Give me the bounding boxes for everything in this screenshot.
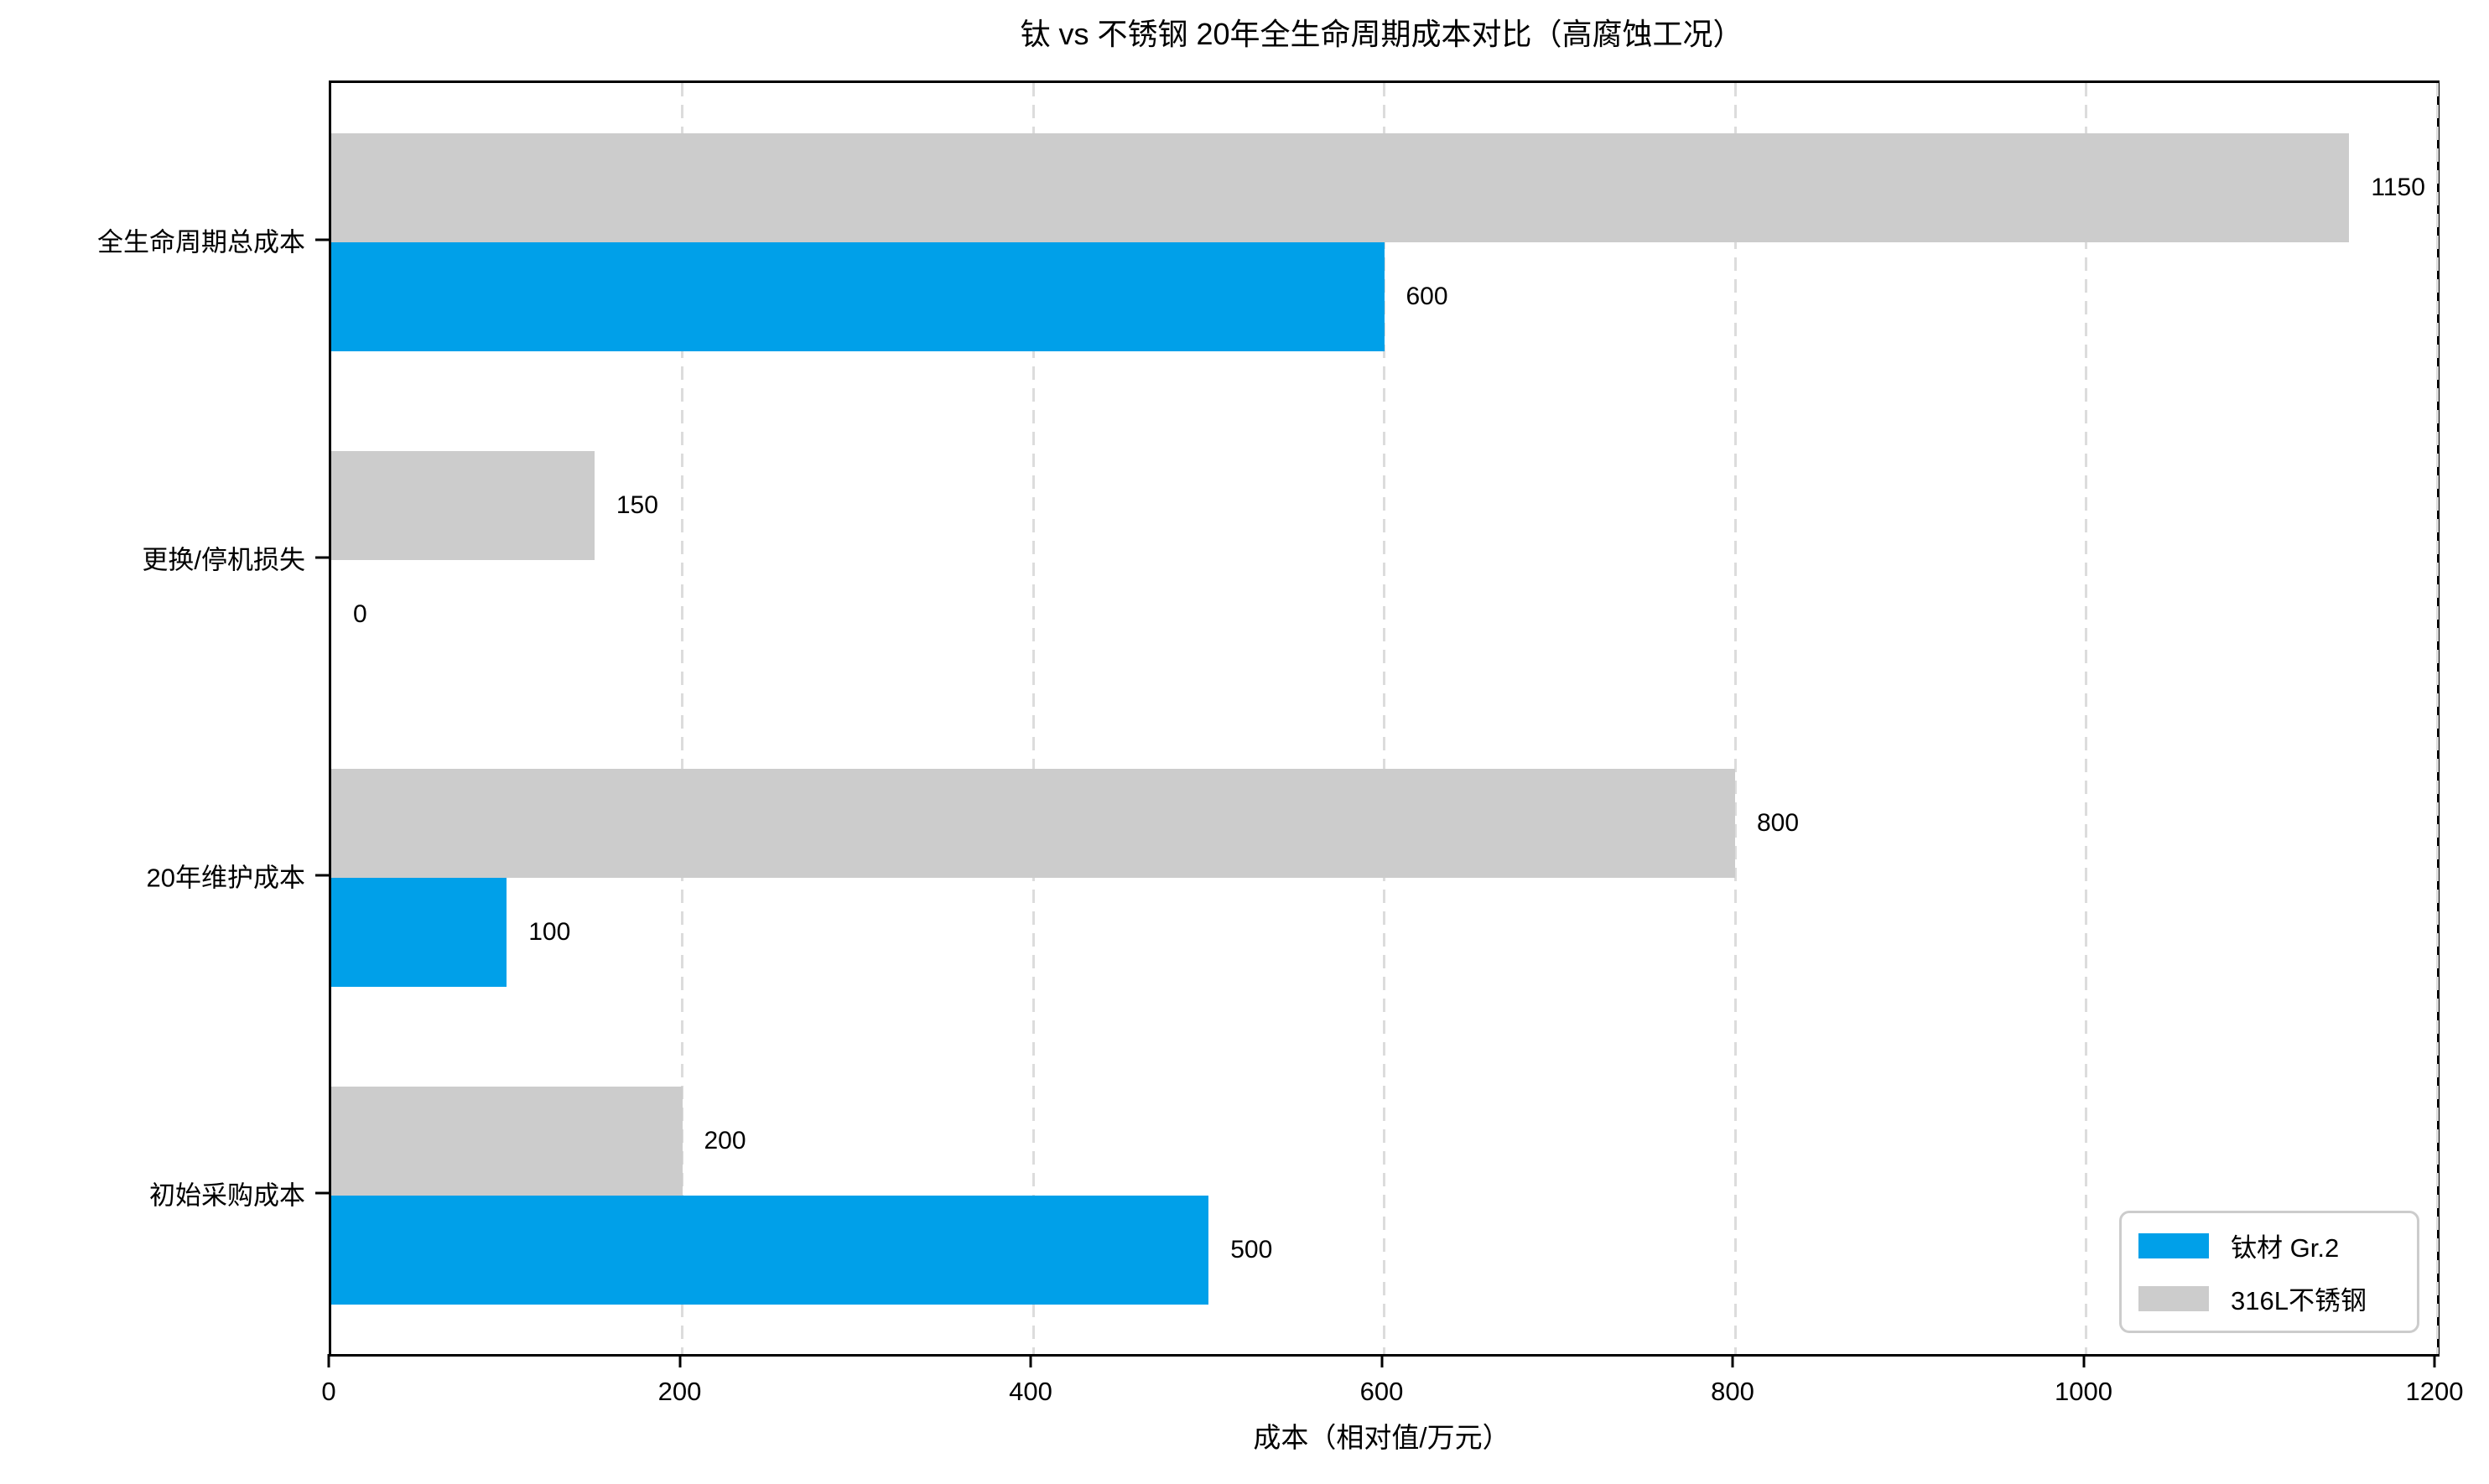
legend-item-steel: 316L不锈钢 <box>2138 1279 2400 1317</box>
bar-钛材 Gr.2-全生命周期总成本 <box>331 241 1385 351</box>
value-label-316L不锈钢-更换/停机损失: 150 <box>616 490 658 519</box>
x-tick-label-200: 200 <box>657 1377 702 1406</box>
x-tick-label-800: 800 <box>1711 1377 1754 1406</box>
value-label-316L不锈钢-20年维护成本: 800 <box>1757 808 1800 837</box>
gridline-x-600 <box>1383 83 1385 1354</box>
y-tick-label-20年维护成本: 20年维护成本 <box>146 863 305 892</box>
x-axis-title: 成本（相对值/万元） <box>1253 1422 1510 1453</box>
x-tick-label-1200: 1200 <box>2405 1377 2464 1406</box>
legend: 钛材 Gr.2 316L不锈钢 <box>2119 1211 2419 1333</box>
value-label-316L不锈钢-全生命周期总成本: 1150 <box>2371 173 2425 201</box>
legend-item-titanium: 钛材 Gr.2 <box>2138 1227 2400 1264</box>
y-tick-mark-20年维护成本 <box>315 874 329 876</box>
y-tick-label-更换/停机损失: 更换/停机损失 <box>142 545 305 574</box>
gridline-x-200 <box>681 83 683 1354</box>
legend-label-titanium: 钛材 Gr.2 <box>2231 1233 2340 1263</box>
value-label-钛材 Gr.2-20年维护成本: 100 <box>528 917 571 946</box>
x-tick-label-600: 600 <box>1359 1377 1404 1406</box>
legend-swatch-steel <box>2138 1285 2209 1311</box>
y-tick-mark-更换/停机损失 <box>315 556 329 558</box>
y-tick-mark-初始采购成本 <box>315 1191 329 1194</box>
plot-area: 1150 600 150 0 800 100 200 500 <box>329 80 2440 1357</box>
value-label-钛材 Gr.2-全生命周期总成本: 600 <box>1406 282 1448 310</box>
bar-钛材 Gr.2-初始采购成本 <box>331 1195 1209 1305</box>
y-tick-mark-全生命周期总成本 <box>315 238 329 241</box>
value-label-钛材 Gr.2-更换/停机损失: 0 <box>353 599 367 628</box>
legend-swatch-titanium <box>2138 1232 2209 1258</box>
legend-label-steel: 316L不锈钢 <box>2231 1286 2367 1315</box>
gridline-x-400 <box>1031 83 1035 1354</box>
chart-title: 钛 vs 不锈钢 20年全生命周期成本对比（高腐蚀工况） <box>1020 17 1743 51</box>
gridline-x-1200 <box>2435 83 2439 1354</box>
bar-316L不锈钢-初始采购成本 <box>331 1086 683 1196</box>
gridline-x-1000 <box>2085 83 2087 1354</box>
x-tick-label-400: 400 <box>1009 1377 1052 1406</box>
bar-316L不锈钢-更换/停机损失 <box>331 450 595 560</box>
value-label-钛材 Gr.2-初始采购成本: 500 <box>1230 1235 1273 1263</box>
bar-316L不锈钢-20年维护成本 <box>331 768 1735 878</box>
bar-316L不锈钢-全生命周期总成本 <box>331 132 2350 242</box>
y-tick-label-全生命周期总成本: 全生命周期总成本 <box>97 227 305 257</box>
gridline-x-800 <box>1733 83 1737 1354</box>
x-tick-label-0: 0 <box>321 1377 336 1406</box>
bar-钛材 Gr.2-20年维护成本 <box>331 877 507 987</box>
value-label-316L不锈钢-初始采购成本: 200 <box>704 1126 746 1155</box>
y-tick-label-初始采购成本: 初始采购成本 <box>149 1180 305 1210</box>
x-tick-label-1000: 1000 <box>2055 1377 2112 1406</box>
